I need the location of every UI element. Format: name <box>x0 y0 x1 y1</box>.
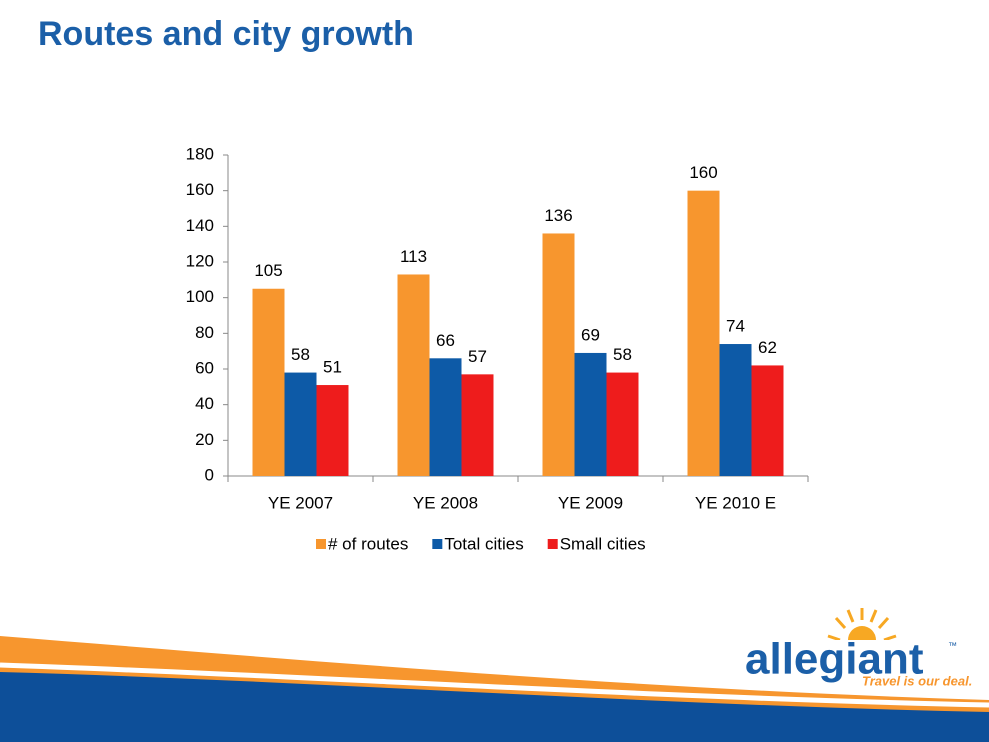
logo-name: allegiant <box>745 635 924 684</box>
data-label: 66 <box>436 331 455 350</box>
legend-label: # of routes <box>328 534 408 553</box>
logo-tagline: Travel is our deal. <box>862 673 972 688</box>
bar <box>719 344 752 476</box>
y-tick-label: 160 <box>186 180 214 199</box>
bar <box>574 352 607 476</box>
bar <box>284 372 317 476</box>
bar <box>397 274 430 476</box>
legend-swatch <box>547 539 558 549</box>
bar <box>316 385 349 476</box>
y-tick-label: 100 <box>186 287 214 306</box>
logo-tm: ™ <box>948 640 957 650</box>
data-label: 69 <box>581 325 600 344</box>
chart-title: Routes and city growth <box>38 15 414 53</box>
bar <box>751 365 784 476</box>
data-label: 105 <box>254 261 282 280</box>
data-label: 74 <box>726 317 745 336</box>
legend-label: Total cities <box>444 534 523 553</box>
x-tick-label: YE 2009 <box>558 493 623 512</box>
swoosh-line <box>0 662 989 708</box>
y-tick-label: 0 <box>205 465 214 484</box>
x-tick-label: YE 2007 <box>268 493 333 512</box>
bar <box>252 288 285 476</box>
y-tick-label: 80 <box>195 323 214 342</box>
data-label: 136 <box>544 206 572 225</box>
y-tick-label: 140 <box>186 216 214 235</box>
bar <box>461 374 494 476</box>
y-tick-label: 40 <box>195 394 214 413</box>
data-label: 51 <box>323 358 342 377</box>
bar <box>606 372 639 476</box>
legend-swatch <box>432 539 443 549</box>
legend-label: Small cities <box>560 534 646 553</box>
data-label: 58 <box>613 345 632 364</box>
data-label: 160 <box>689 163 717 182</box>
legend-swatch <box>316 539 326 549</box>
logo-mask <box>740 640 960 660</box>
x-tick-label: YE 2010 E <box>695 493 776 512</box>
y-tick-label: 180 <box>186 144 214 163</box>
y-tick-label: 20 <box>195 430 214 449</box>
bar <box>542 233 575 476</box>
x-tick-label: YE 2008 <box>413 493 478 512</box>
y-tick-label: 120 <box>186 251 214 270</box>
data-label: 113 <box>400 247 427 266</box>
bar <box>429 358 462 476</box>
swoosh-blue <box>0 672 989 742</box>
bar <box>687 190 720 476</box>
data-label: 58 <box>291 345 310 364</box>
data-label: 62 <box>758 338 777 357</box>
y-tick-label: 60 <box>195 358 214 377</box>
data-label: 57 <box>468 347 487 366</box>
